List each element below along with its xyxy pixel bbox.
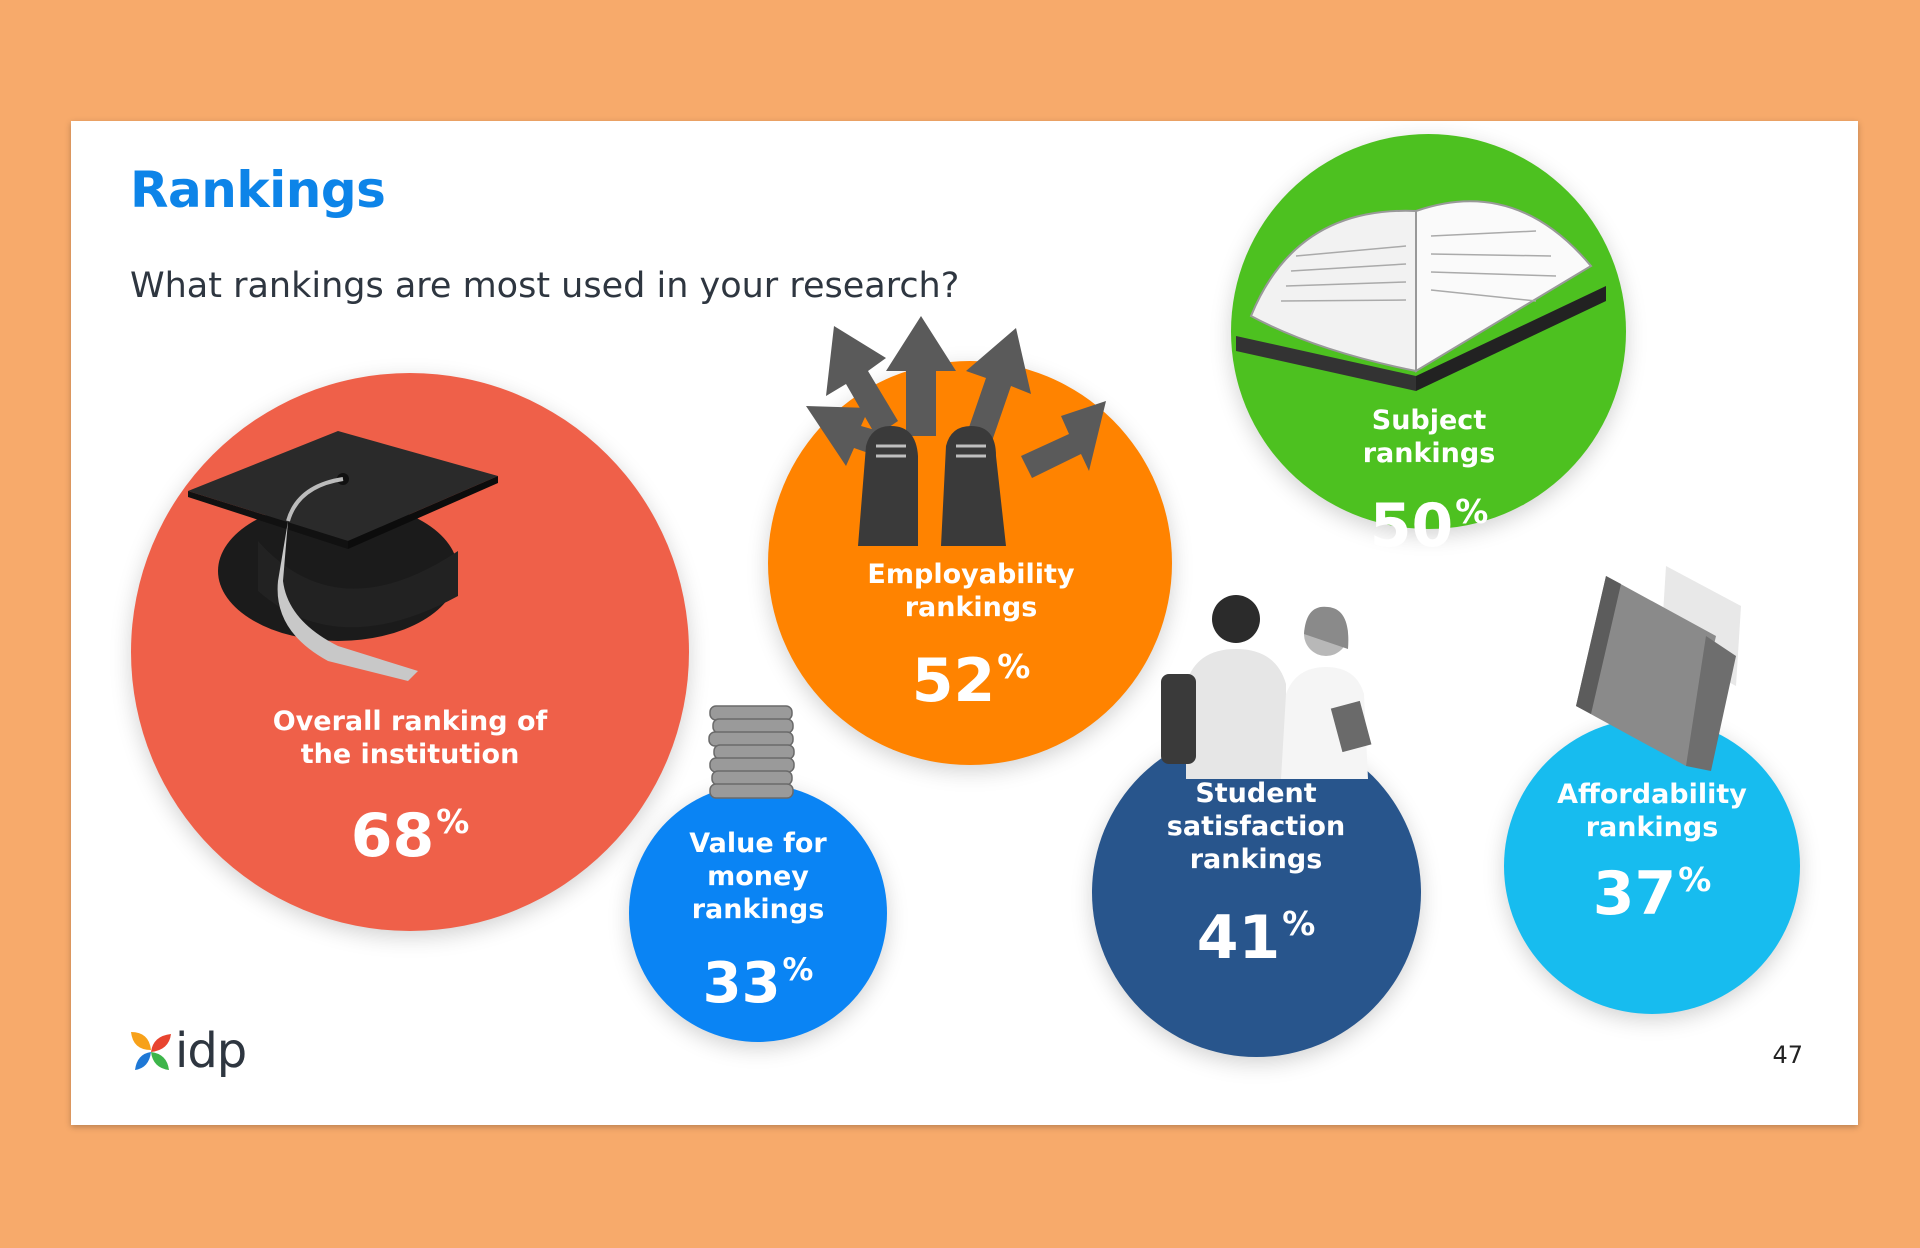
page-number: 47: [1772, 1041, 1803, 1069]
label-affordability: Affordability rankings: [1557, 779, 1747, 843]
label-student-satisfaction: Student satisfaction rankings: [1166, 778, 1346, 875]
bubble-value-for-money: [629, 784, 887, 1042]
label-subject: Subject rankings: [1362, 405, 1496, 469]
coin-stack-icon: [708, 705, 795, 799]
students-icon: [1161, 595, 1372, 779]
label-overall-ranking: Overall ranking of the institution: [272, 706, 548, 770]
value-overall-ranking: 68%: [350, 801, 470, 871]
idp-logo-text: idp: [175, 1023, 247, 1079]
value-affordability: 37%: [1592, 859, 1712, 929]
slide: Rankings What rankings are most used in …: [71, 121, 1858, 1125]
label-value-for-money: Value for money rankings: [689, 828, 827, 925]
question-text: What rankings are most used in your rese…: [130, 266, 960, 306]
value-student-satisfaction: 41%: [1196, 903, 1316, 973]
bubble-student-satisfaction: [1092, 728, 1421, 1057]
bubble-affordability: [1504, 718, 1800, 1014]
idp-logo-icon: [131, 1032, 171, 1070]
value-employability: 52%: [911, 646, 1031, 716]
wallet-icon: [1576, 566, 1741, 771]
page-title: Rankings: [130, 161, 386, 219]
graduation-cap-icon: [188, 431, 498, 681]
label-employability: Employability rankings: [867, 559, 1075, 623]
value-subject: 50%: [1369, 491, 1489, 561]
open-book-icon: [1236, 200, 1606, 391]
arrows-feet-icon: [806, 316, 1106, 546]
value-value-for-money: 33%: [702, 951, 814, 1016]
